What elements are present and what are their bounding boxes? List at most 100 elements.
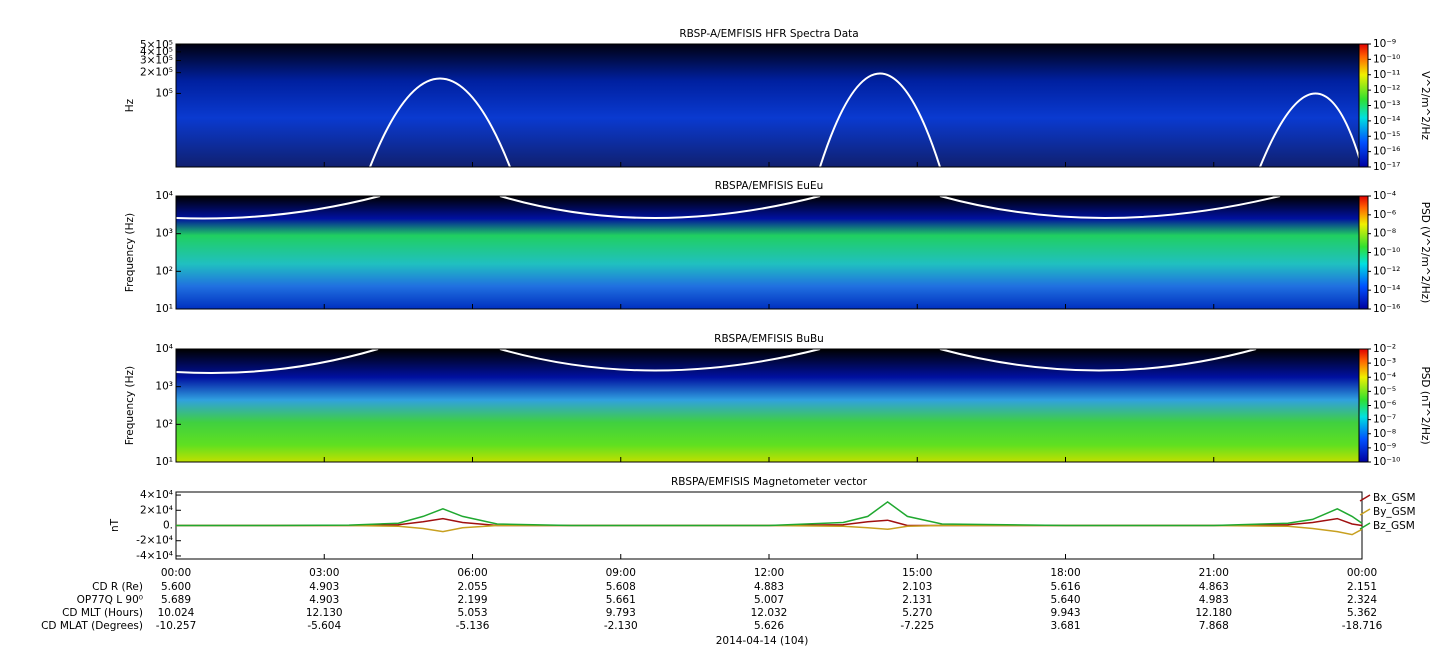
- panel-title: RBSPA/EMFISIS BuBu: [714, 333, 824, 345]
- colorbar-tick-label: 10⁻¹¹: [1373, 69, 1400, 81]
- colorbar: [1358, 195, 1369, 310]
- ephemeris-value: 3.681: [1050, 620, 1080, 632]
- ephemeris-value: -7.225: [900, 620, 934, 632]
- x-tick-label: 18:00: [1050, 567, 1080, 579]
- ephemeris-value: 5.053: [457, 607, 487, 619]
- plasma-curve: [175, 348, 1257, 374]
- ephemeris-value: 5.626: [754, 620, 784, 632]
- colorbar-tick-label: 10⁻¹²: [1373, 84, 1400, 96]
- ephemeris-value: 10.024: [158, 607, 195, 619]
- colorbar-tick-label: 10⁻⁶: [1373, 209, 1396, 221]
- x-tick-label: 12:00: [754, 567, 784, 579]
- plasma-curve: [175, 195, 1281, 220]
- colorbar-tick-label: 10⁻¹³: [1373, 100, 1400, 112]
- ephemeris-value: -5.604: [307, 620, 341, 632]
- ephemeris-value: 2.151: [1347, 581, 1377, 593]
- colorbar-tick-label: 10⁻¹⁰: [1373, 53, 1400, 65]
- colorbar-tick-label: 10⁻⁵: [1373, 385, 1396, 397]
- ephemeris-value: 12.130: [306, 607, 343, 619]
- ephemeris-value: 4.983: [1199, 594, 1229, 606]
- ephemeris-value: 5.640: [1050, 594, 1080, 606]
- panel-title: RBSPA/EMFISIS Magnetometer vector: [671, 476, 868, 488]
- legend-swatch: [1359, 494, 1371, 502]
- colorbar-tick-label: 10⁻¹⁵: [1373, 130, 1400, 142]
- ephemeris-value: 5.616: [1050, 581, 1080, 593]
- y-tick-label: 10²: [155, 418, 173, 430]
- ephemeris-value: 2.055: [457, 581, 487, 593]
- y-tick-label: 10³: [155, 228, 173, 240]
- y-tick-label: 2×10⁵: [140, 67, 173, 79]
- plasma-curve: [369, 72, 1363, 168]
- colorbar-tick-label: 10⁻¹⁶: [1373, 303, 1400, 315]
- colorbar-tick-label: 10⁻⁷: [1373, 414, 1396, 426]
- ephemeris-label: CD MLT (Hours): [62, 607, 143, 619]
- colorbar-label: V^2/m^2/Hz: [1419, 71, 1431, 140]
- ephemeris-value: 2.131: [902, 594, 932, 606]
- legend-label: By_GSM: [1373, 506, 1416, 518]
- ephemeris-value: 4.903: [309, 594, 339, 606]
- ephemeris-value: 12.032: [751, 607, 788, 619]
- ephemeris-value: 4.883: [754, 581, 784, 593]
- colorbar-tick-label: 10⁻⁹: [1373, 38, 1396, 50]
- colorbar: [1358, 348, 1369, 463]
- ephemeris-value: 5.007: [754, 594, 784, 606]
- ephemeris-value: -2.130: [604, 620, 638, 632]
- ephemeris-value: 5.600: [161, 581, 191, 593]
- ephemeris-value: 2.103: [902, 581, 932, 593]
- y-tick-label: 10³: [155, 381, 173, 393]
- y-tick-label: -4×10⁴: [136, 550, 173, 562]
- legend-label: Bx_GSM: [1373, 492, 1416, 504]
- legend-label: Bz_GSM: [1373, 520, 1415, 532]
- y-axis-label: Frequency (Hz): [124, 366, 136, 445]
- colorbar-tick-label: 10⁻⁶: [1373, 400, 1396, 412]
- x-tick-label: 15:00: [902, 567, 932, 579]
- ephemeris-value: -18.716: [1342, 620, 1383, 632]
- y-tick-label: 10¹: [155, 456, 173, 468]
- ephemeris-value: 4.863: [1199, 581, 1229, 593]
- ephemeris-value: 5.689: [161, 594, 191, 606]
- y-tick-label: 3×10⁵: [140, 54, 173, 66]
- ephemeris-value: 5.362: [1347, 607, 1377, 619]
- y-tick-label: 2×10⁴: [140, 504, 173, 516]
- ephemeris-value: 4.903: [309, 581, 339, 593]
- colorbar-tick-label: 10⁻¹⁴: [1373, 115, 1400, 127]
- colorbar-tick-label: 10⁻⁹: [1373, 442, 1396, 454]
- colorbar-label: PSD (nT^2/Hz): [1419, 366, 1431, 444]
- colorbar-tick-label: 10⁻⁸: [1373, 228, 1396, 240]
- colorbar-tick-label: 10⁻¹⁷: [1373, 161, 1400, 173]
- colorbar-tick-label: 10⁻¹⁶: [1373, 146, 1400, 158]
- ephemeris-value: 9.793: [606, 607, 636, 619]
- ephemeris-label: CD R (Re): [92, 581, 143, 593]
- ephemeris-label: CD MLAT (Degrees): [41, 620, 143, 632]
- data-line: [176, 517, 1363, 527]
- panel-title: RBSPA/EMFISIS EuEu: [715, 180, 824, 192]
- colorbar-tick-label: 10⁻¹⁰: [1373, 456, 1400, 468]
- legend-swatch: [1359, 522, 1371, 530]
- colorbar-tick-label: 10⁻¹²: [1373, 265, 1400, 277]
- colorbar: [1358, 43, 1369, 168]
- y-tick-label: 10¹: [155, 303, 173, 315]
- y-tick-label: 10²: [155, 265, 173, 277]
- date-label: 2014-04-14 (104): [716, 635, 809, 647]
- ephemeris-value: 9.943: [1050, 607, 1080, 619]
- panel-title: RBSP-A/EMFISIS HFR Spectra Data: [679, 28, 858, 40]
- x-tick-label: 03:00: [309, 567, 339, 579]
- colorbar-tick-label: 10⁻⁸: [1373, 428, 1396, 440]
- colorbar-tick-label: 10⁻⁴: [1373, 190, 1396, 202]
- colorbar-tick-label: 10⁻⁴: [1373, 371, 1396, 383]
- x-tick-label: 09:00: [606, 567, 636, 579]
- y-tick-label: 10⁵: [155, 87, 173, 99]
- ephemeris-value: 2.324: [1347, 594, 1377, 606]
- x-tick-label: 00:00: [161, 567, 191, 579]
- y-axis-label: Hz: [124, 98, 136, 112]
- colorbar-tick-label: 10⁻¹⁰: [1373, 247, 1400, 259]
- x-tick-label: 00:00: [1347, 567, 1377, 579]
- ephemeris-value: 2.199: [457, 594, 487, 606]
- y-tick-label: 10⁴: [155, 190, 173, 202]
- ephemeris-value: 7.868: [1199, 620, 1229, 632]
- x-tick-label: 21:00: [1199, 567, 1229, 579]
- legend-swatch: [1359, 508, 1371, 516]
- data-line: [176, 500, 1363, 527]
- x-tick-label: 06:00: [457, 567, 487, 579]
